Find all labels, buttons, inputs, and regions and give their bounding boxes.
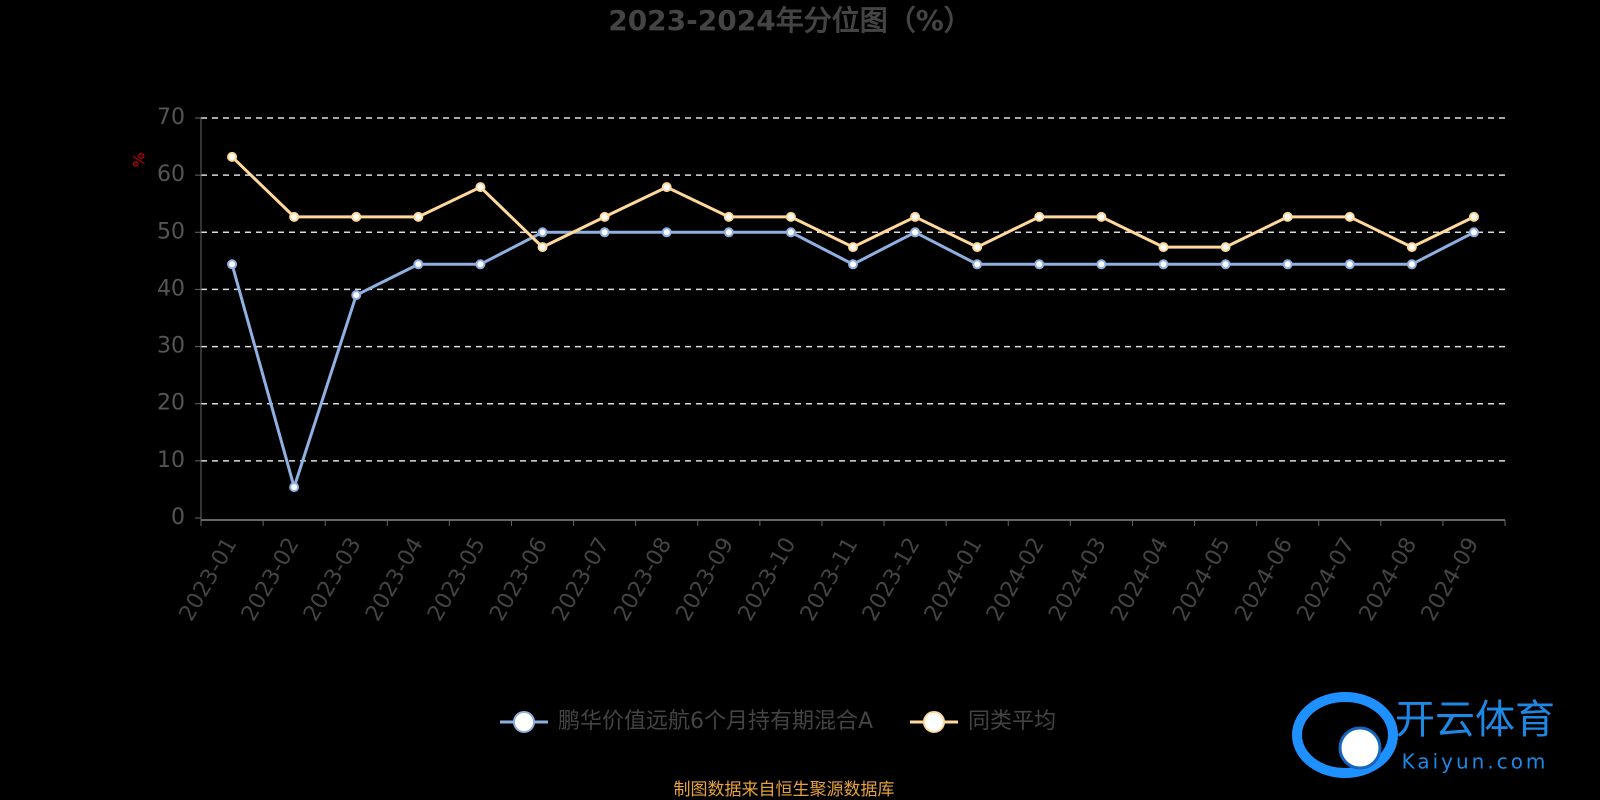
data-point: [1282, 211, 1293, 222]
y-axis-label: %: [130, 152, 149, 167]
data-point: [413, 211, 424, 222]
data-point: [972, 242, 983, 253]
data-point: [723, 211, 734, 222]
watermark-brand: 开云体育: [1395, 697, 1555, 743]
data-point: [1096, 259, 1107, 270]
data-point: [1344, 211, 1355, 222]
data-point: [1158, 242, 1169, 253]
y-tick-label: 30: [157, 334, 185, 359]
data-point: [785, 211, 796, 222]
data-point: [1220, 242, 1231, 253]
y-tick-label: 50: [157, 219, 185, 244]
legend-marker: [923, 711, 945, 733]
watermark: 开云体育 Kaiyun.com: [1292, 692, 1555, 778]
data-point: [785, 227, 796, 238]
data-point: [475, 182, 486, 193]
chart-title: 2023-2024年分位图（%）: [608, 4, 972, 37]
data-point: [972, 259, 983, 270]
data-point: [289, 211, 300, 222]
data-point: [351, 211, 362, 222]
source-note: 制图数据来自恒生聚源数据库: [674, 780, 895, 800]
data-point: [537, 227, 548, 238]
data-point: [413, 259, 424, 270]
logo-ball: [1338, 726, 1382, 770]
data-point: [1220, 259, 1231, 270]
data-point: [910, 211, 921, 222]
data-point: [537, 242, 548, 253]
data-point: [227, 151, 238, 162]
data-point: [1344, 259, 1355, 270]
data-point: [1158, 259, 1169, 270]
data-point: [1282, 259, 1293, 270]
logo-ring: [1292, 692, 1398, 778]
legend-marker: [513, 711, 535, 733]
data-point: [1468, 227, 1479, 238]
legend-label: 鹏华价值远航6个月持有期混合A: [558, 709, 873, 734]
data-point: [599, 227, 610, 238]
data-point: [599, 211, 610, 222]
data-point: [1096, 211, 1107, 222]
data-point: [1406, 259, 1417, 270]
data-point: [848, 242, 858, 253]
y-tick-label: 20: [157, 391, 185, 416]
data-point: [227, 259, 238, 270]
data-point: [1468, 211, 1479, 222]
y-tick-label: 60: [157, 162, 185, 187]
data-point: [1034, 211, 1045, 222]
data-point: [848, 259, 858, 270]
data-point: [1406, 242, 1417, 253]
data-point: [723, 227, 734, 238]
data-point: [661, 227, 672, 238]
y-tick-label: 10: [157, 448, 185, 473]
y-tick-label: 70: [157, 105, 185, 130]
data-point: [289, 482, 300, 493]
legend-label: 同类平均: [968, 709, 1056, 734]
watermark-site: Kaiyun.com: [1402, 750, 1549, 774]
data-point: [661, 182, 672, 193]
data-point: [351, 290, 362, 301]
data-point: [475, 259, 486, 270]
data-point: [910, 227, 921, 238]
y-tick-label: 40: [157, 276, 185, 301]
data-point: [1034, 259, 1045, 270]
y-tick-label: 0: [171, 505, 185, 530]
